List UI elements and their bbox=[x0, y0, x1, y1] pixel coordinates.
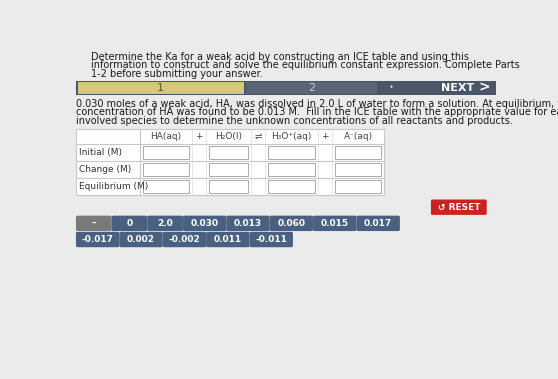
Text: 0.015: 0.015 bbox=[321, 219, 349, 228]
FancyBboxPatch shape bbox=[249, 232, 293, 247]
Text: 0.002: 0.002 bbox=[127, 235, 155, 244]
Text: 0.011: 0.011 bbox=[214, 235, 242, 244]
Bar bbox=[76, 128, 384, 195]
Bar bbox=[78, 81, 244, 94]
Bar bbox=[268, 146, 315, 159]
Bar bbox=[76, 81, 496, 95]
Bar bbox=[209, 146, 248, 159]
Text: Change (M): Change (M) bbox=[79, 165, 131, 174]
Bar bbox=[209, 180, 248, 193]
Text: H₂O(l): H₂O(l) bbox=[215, 132, 242, 141]
Text: 0.017: 0.017 bbox=[364, 219, 392, 228]
FancyBboxPatch shape bbox=[357, 216, 400, 231]
FancyBboxPatch shape bbox=[112, 216, 147, 231]
Bar bbox=[268, 180, 315, 193]
Bar bbox=[143, 180, 189, 193]
Text: -0.011: -0.011 bbox=[256, 235, 287, 244]
Text: 2: 2 bbox=[308, 83, 315, 93]
Bar bbox=[335, 163, 381, 175]
Text: Initial (M): Initial (M) bbox=[79, 148, 122, 157]
Text: •: • bbox=[389, 83, 394, 92]
Text: NEXT: NEXT bbox=[441, 83, 474, 93]
Text: HA(aq): HA(aq) bbox=[150, 132, 181, 141]
Text: information to construct and solve the equilibrium constant expression. Complete: information to construct and solve the e… bbox=[92, 60, 520, 70]
Text: 0.030 moles of a weak acid, HA, was dissolved in 2.0 L of water to form a soluti: 0.030 moles of a weak acid, HA, was diss… bbox=[76, 99, 558, 109]
Text: ↺ RESET: ↺ RESET bbox=[437, 203, 480, 212]
Bar bbox=[246, 81, 377, 94]
FancyBboxPatch shape bbox=[119, 232, 163, 247]
Text: >: > bbox=[479, 81, 490, 95]
Text: 1: 1 bbox=[157, 83, 164, 93]
Bar bbox=[143, 163, 189, 175]
Bar bbox=[335, 180, 381, 193]
Text: 1-2 before submitting your answer.: 1-2 before submitting your answer. bbox=[92, 69, 263, 78]
Bar bbox=[335, 146, 381, 159]
Text: -0.002: -0.002 bbox=[169, 235, 200, 244]
FancyBboxPatch shape bbox=[227, 216, 270, 231]
Text: ⇌: ⇌ bbox=[254, 132, 262, 141]
Text: -0.017: -0.017 bbox=[81, 235, 114, 244]
Text: Equilibrium (M): Equilibrium (M) bbox=[79, 182, 148, 191]
FancyBboxPatch shape bbox=[76, 232, 119, 247]
Text: 0: 0 bbox=[126, 219, 132, 228]
Text: +: + bbox=[195, 132, 203, 141]
Text: +: + bbox=[321, 132, 329, 141]
FancyBboxPatch shape bbox=[206, 232, 249, 247]
FancyBboxPatch shape bbox=[270, 216, 313, 231]
FancyBboxPatch shape bbox=[163, 232, 206, 247]
FancyBboxPatch shape bbox=[313, 216, 357, 231]
FancyBboxPatch shape bbox=[431, 199, 487, 215]
Text: A⁻(aq): A⁻(aq) bbox=[344, 132, 373, 141]
FancyBboxPatch shape bbox=[147, 216, 183, 231]
Bar bbox=[209, 163, 248, 175]
Text: 0.013: 0.013 bbox=[234, 219, 262, 228]
Text: concentration of HA was found to be 0.013 M.  Fill in the ICE table with the app: concentration of HA was found to be 0.01… bbox=[76, 107, 558, 117]
FancyBboxPatch shape bbox=[183, 216, 227, 231]
Bar bbox=[268, 163, 315, 175]
Text: Determine the Ka for a weak acid by constructing an ICE table and using this: Determine the Ka for a weak acid by cons… bbox=[92, 52, 469, 62]
Text: H₃O⁺(aq): H₃O⁺(aq) bbox=[271, 132, 311, 141]
Text: 0.030: 0.030 bbox=[191, 219, 219, 228]
Text: 0.060: 0.060 bbox=[277, 219, 305, 228]
Text: –: – bbox=[92, 219, 96, 228]
Text: involved species to determine the unknown concentrations of all reactants and pr: involved species to determine the unknow… bbox=[76, 116, 513, 125]
Bar bbox=[143, 146, 189, 159]
FancyBboxPatch shape bbox=[76, 216, 112, 231]
Text: 2.0: 2.0 bbox=[157, 219, 173, 228]
